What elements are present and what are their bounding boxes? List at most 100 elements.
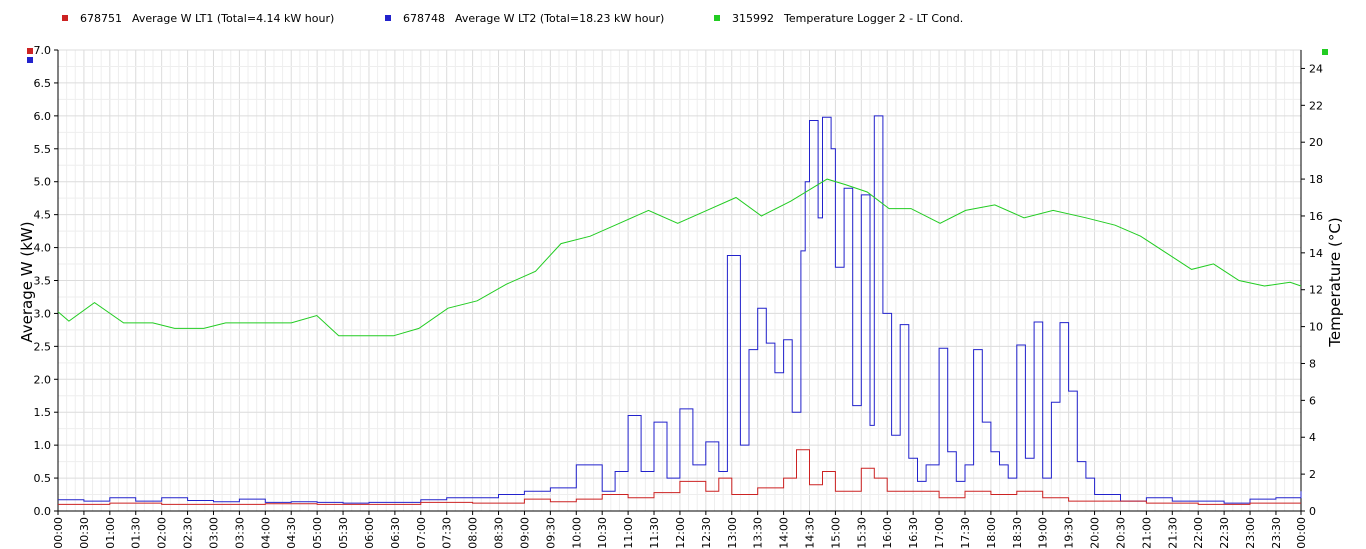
- x-tick-label: 16:00: [881, 517, 894, 549]
- y-tick-label: 2.5: [34, 340, 52, 353]
- y-tick-label: 4.5: [34, 209, 52, 222]
- y-tick-label: 5.5: [34, 143, 52, 156]
- x-tick-label: 14:30: [804, 517, 817, 549]
- y-axis-label: Average W (kW): [18, 221, 36, 342]
- y-tick-label: 5.0: [34, 176, 52, 189]
- x-tick-label: 04:30: [285, 517, 298, 549]
- x-tick-label: 02:00: [156, 517, 169, 549]
- x-tick-label: 01:00: [104, 517, 117, 549]
- y2-tick-label: 18: [1309, 173, 1323, 186]
- x-tick-label: 19:30: [1063, 517, 1076, 549]
- y2-tick-label: 0: [1309, 505, 1316, 518]
- x-tick-label: 10:00: [570, 517, 583, 549]
- axes: [54, 49, 1305, 515]
- legend-id: 678748: [403, 12, 445, 25]
- x-tick-label: 02:30: [182, 517, 195, 549]
- legend-item-lt1[interactable]: 678751 Average W LT1 (Total=4.14 kW hour): [62, 12, 334, 25]
- y2-tick-label: 10: [1309, 321, 1323, 334]
- x-tick-label: 13:00: [726, 517, 739, 549]
- x-tick-label: 00:00: [52, 517, 65, 549]
- x-tick-label: 06:30: [389, 517, 402, 549]
- y-tick-label: 2.0: [34, 373, 52, 386]
- x-tick-label: 23:00: [1244, 517, 1257, 549]
- legend-label: Average W LT1 (Total=4.14 kW hour): [132, 12, 335, 25]
- y2-tick-label: 8: [1309, 357, 1316, 370]
- x-tick-label: 23:30: [1270, 517, 1283, 549]
- x-tick-label: 10:30: [596, 517, 609, 549]
- y2-tick-label: 6: [1309, 394, 1316, 407]
- y-tick-label: 3.5: [34, 275, 52, 288]
- series-line-0: [58, 115, 1302, 504]
- x-tick-label: 12:00: [674, 517, 687, 549]
- legend-label: Average W LT2 (Total=18.23 kW hour): [455, 12, 665, 25]
- x-tick-label: 22:30: [1218, 517, 1231, 549]
- y2-tick-label: 24: [1309, 62, 1323, 75]
- y-tick-label: 0.5: [34, 472, 52, 485]
- x-tick-label: 20:30: [1114, 517, 1127, 549]
- x-tick-label: 16:30: [907, 517, 920, 549]
- x-tick-label: 17:00: [933, 517, 946, 549]
- x-tick-label: 19:00: [1037, 517, 1050, 549]
- y2-tick-label: 14: [1309, 247, 1323, 260]
- x-tick-label: 20:00: [1089, 517, 1102, 549]
- series-line-2: [57, 178, 1302, 337]
- legend: 678751 Average W LT1 (Total=4.14 kW hour)…: [0, 0, 1366, 40]
- legend-item-lt2[interactable]: 678748 Average W LT2 (Total=18.23 kW hour…: [385, 12, 664, 25]
- x-tick-label: 06:00: [363, 517, 376, 549]
- legend-swatch-red: [62, 15, 68, 21]
- x-tick-label: 22:00: [1192, 517, 1205, 549]
- y-tick-label: 6.0: [34, 110, 52, 123]
- x-tick-label: 09:00: [518, 517, 531, 549]
- x-tick-label: 07:30: [441, 517, 454, 549]
- legend-swatch-green: [714, 15, 720, 21]
- x-tick-label: 07:00: [415, 517, 428, 549]
- y-tick-label: 3.0: [34, 307, 52, 320]
- legend-label: Temperature Logger 2 - LT Cond.: [784, 12, 964, 25]
- y-tick-label: 0.0: [34, 505, 52, 518]
- x-tick-label: 01:30: [130, 517, 143, 549]
- y2-axis-marker-green: [1322, 49, 1328, 55]
- y-axis-marker-red: [27, 48, 33, 54]
- y2-tick-label: 4: [1309, 431, 1316, 444]
- x-tick-label: 08:00: [467, 517, 480, 549]
- x-tick-label: 03:00: [207, 517, 220, 549]
- legend-swatch-blue: [385, 15, 391, 21]
- y-tick-label: 1.5: [34, 406, 52, 419]
- x-tick-label: 05:00: [311, 517, 324, 549]
- x-tick-label: 15:30: [855, 517, 868, 549]
- y2-tick-label: 20: [1309, 136, 1323, 149]
- legend-id: 315992: [732, 12, 774, 25]
- x-tick-label: 11:30: [648, 517, 661, 549]
- x-tick-label: 05:30: [337, 517, 350, 549]
- x-tick-label: 21:00: [1140, 517, 1153, 549]
- x-tick-label: 17:30: [959, 517, 972, 549]
- x-tick-label: 03:30: [233, 517, 246, 549]
- x-tick-label: 13:30: [752, 517, 765, 549]
- x-tick-label: 21:30: [1166, 517, 1179, 549]
- x-tick-label: 04:00: [259, 517, 272, 549]
- x-tick-label: 12:30: [700, 517, 713, 549]
- y2-tick-label: 16: [1309, 210, 1323, 223]
- legend-item-temperature[interactable]: 315992 Temperature Logger 2 - LT Cond.: [714, 12, 963, 25]
- y-tick-label: 7.0: [34, 44, 52, 57]
- series-layer: [57, 115, 1302, 505]
- y-tick-label: 4.0: [34, 242, 52, 255]
- x-tick-label: 14:00: [778, 517, 791, 549]
- y-tick-label: 1.0: [34, 439, 52, 452]
- series-line-1: [58, 449, 1301, 505]
- x-tick-label: 09:30: [544, 517, 557, 549]
- x-tick-label: 18:00: [985, 517, 998, 549]
- x-tick-label: 08:30: [493, 517, 506, 549]
- y-axis-marker-blue: [27, 57, 33, 63]
- x-tick-label: 18:30: [1011, 517, 1024, 549]
- y-tick-label: 6.5: [34, 77, 52, 90]
- x-tick-label: 11:00: [622, 517, 635, 549]
- y2-tick-label: 2: [1309, 468, 1316, 481]
- legend-id: 678751: [80, 12, 122, 25]
- y2-axis-label: Temperature (°C): [1326, 217, 1344, 347]
- y2-tick-label: 12: [1309, 284, 1323, 297]
- x-tick-label: 00:30: [78, 517, 91, 549]
- tick-labels: 0.0 0.5 1.0 1.5 2.0 2.5 3.0 3.5 4.0 4.5 5.0 5.5 6.0 6…: [34, 44, 1324, 549]
- x-tick-label: 15:00: [829, 517, 842, 549]
